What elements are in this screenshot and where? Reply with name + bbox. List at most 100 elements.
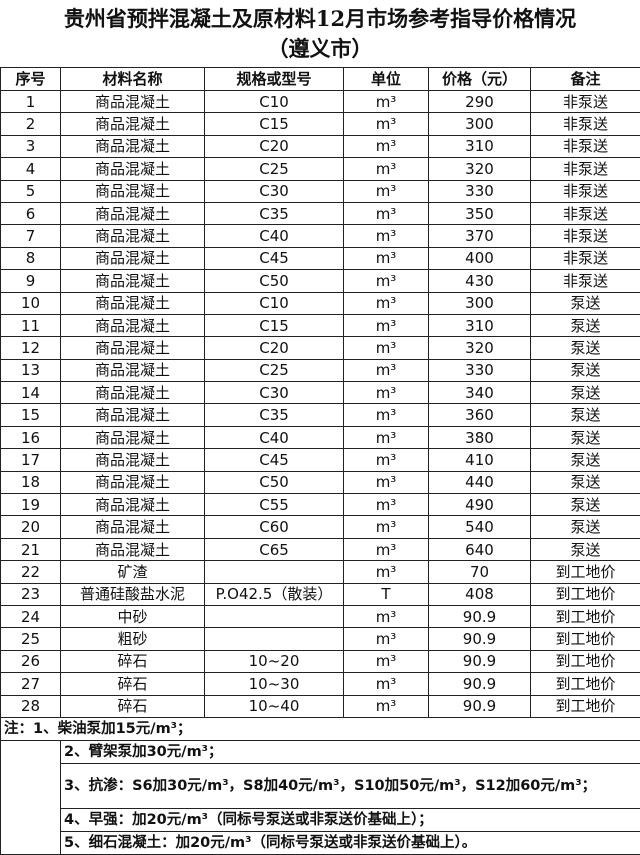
cell-index: 21 <box>1 538 61 560</box>
cell-index: 18 <box>1 471 61 493</box>
table-header-row: 序号 材料名称 规格或型号 单位 价格（元） 备注 <box>1 68 640 91</box>
cell-price: 440 <box>429 471 531 493</box>
cell-index: 26 <box>1 650 61 672</box>
cell-remark: 非泵送 <box>531 180 640 202</box>
cell-price: 408 <box>429 583 531 605</box>
cell-remark: 泵送 <box>531 494 640 516</box>
cell-index: 2 <box>1 113 61 135</box>
cell-index: 4 <box>1 158 61 180</box>
cell-index: 14 <box>1 382 61 404</box>
cell-material: 商品混凝土 <box>61 337 205 359</box>
cell-price: 90.9 <box>429 673 531 695</box>
cell-remark: 到工地价 <box>531 673 640 695</box>
note-indent <box>1 740 61 854</box>
cell-index: 25 <box>1 628 61 650</box>
cell-index: 1 <box>1 91 61 113</box>
cell-unit: m³ <box>344 449 429 471</box>
header-index: 序号 <box>1 68 61 91</box>
cell-price: 320 <box>429 158 531 180</box>
cell-material: 商品混凝土 <box>61 359 205 381</box>
cell-unit: m³ <box>344 113 429 135</box>
cell-price: 90.9 <box>429 695 531 717</box>
cell-remark: 非泵送 <box>531 158 640 180</box>
cell-index: 5 <box>1 180 61 202</box>
cell-remark: 非泵送 <box>531 247 640 269</box>
cell-unit: m³ <box>344 426 429 448</box>
cell-spec: C60 <box>205 516 344 538</box>
cell-unit: m³ <box>344 628 429 650</box>
cell-material: 商品混凝土 <box>61 91 205 113</box>
cell-price: 90.9 <box>429 628 531 650</box>
cell-material: 碎石 <box>61 695 205 717</box>
cell-unit: m³ <box>344 292 429 314</box>
cell-unit: m³ <box>344 404 429 426</box>
cell-remark: 到工地价 <box>531 605 640 627</box>
note-3: 3、抗渗：S6加30元/m³，S8加40元/m³，S10加50元/m³，S12加… <box>61 763 640 808</box>
cell-index: 13 <box>1 359 61 381</box>
cell-spec: P.O42.5（散装） <box>205 583 344 605</box>
cell-remark: 泵送 <box>531 314 640 336</box>
cell-material: 商品混凝土 <box>61 494 205 516</box>
cell-remark: 泵送 <box>531 337 640 359</box>
cell-spec: C10 <box>205 91 344 113</box>
cell-remark: 到工地价 <box>531 650 640 672</box>
cell-spec: C15 <box>205 113 344 135</box>
cell-remark: 泵送 <box>531 471 640 493</box>
cell-index: 9 <box>1 270 61 292</box>
cell-material: 商品混凝土 <box>61 158 205 180</box>
cell-price: 380 <box>429 426 531 448</box>
cell-spec: C45 <box>205 247 344 269</box>
cell-spec: C50 <box>205 270 344 292</box>
cell-spec: C65 <box>205 538 344 560</box>
cell-index: 15 <box>1 404 61 426</box>
cell-price: 370 <box>429 225 531 247</box>
cell-index: 23 <box>1 583 61 605</box>
cell-material: 商品混凝土 <box>61 314 205 336</box>
cell-remark: 非泵送 <box>531 91 640 113</box>
cell-unit: m³ <box>344 382 429 404</box>
cell-spec: C40 <box>205 225 344 247</box>
cell-material: 商品混凝土 <box>61 426 205 448</box>
cell-price: 310 <box>429 314 531 336</box>
cell-material: 商品混凝土 <box>61 382 205 404</box>
cell-spec <box>205 628 344 650</box>
title-line-2: （遵义市） <box>0 34 640 64</box>
cell-material: 矿渣 <box>61 561 205 583</box>
cell-price: 640 <box>429 538 531 560</box>
cell-material: 商品混凝土 <box>61 449 205 471</box>
cell-unit: m³ <box>344 561 429 583</box>
title-line-1: 贵州省预拌混凝土及原材料12月市场参考指导价格情况 <box>0 4 640 34</box>
cell-remark: 泵送 <box>531 538 640 560</box>
document-title: 贵州省预拌混凝土及原材料12月市场参考指导价格情况 （遵义市） <box>0 0 640 67</box>
cell-material: 商品混凝土 <box>61 538 205 560</box>
cell-unit: m³ <box>344 180 429 202</box>
cell-index: 20 <box>1 516 61 538</box>
cell-unit: m³ <box>344 673 429 695</box>
cell-material: 商品混凝土 <box>61 516 205 538</box>
cell-material: 商品混凝土 <box>61 180 205 202</box>
header-price: 价格（元） <box>429 68 531 91</box>
cell-remark: 非泵送 <box>531 135 640 157</box>
cell-unit: m³ <box>344 538 429 560</box>
cell-remark: 到工地价 <box>531 628 640 650</box>
cell-spec: C40 <box>205 426 344 448</box>
cell-spec: C30 <box>205 180 344 202</box>
cell-spec: C45 <box>205 449 344 471</box>
cell-remark: 非泵送 <box>531 225 640 247</box>
cell-material: 商品混凝土 <box>61 113 205 135</box>
cell-price: 430 <box>429 270 531 292</box>
cell-index: 8 <box>1 247 61 269</box>
cell-index: 10 <box>1 292 61 314</box>
